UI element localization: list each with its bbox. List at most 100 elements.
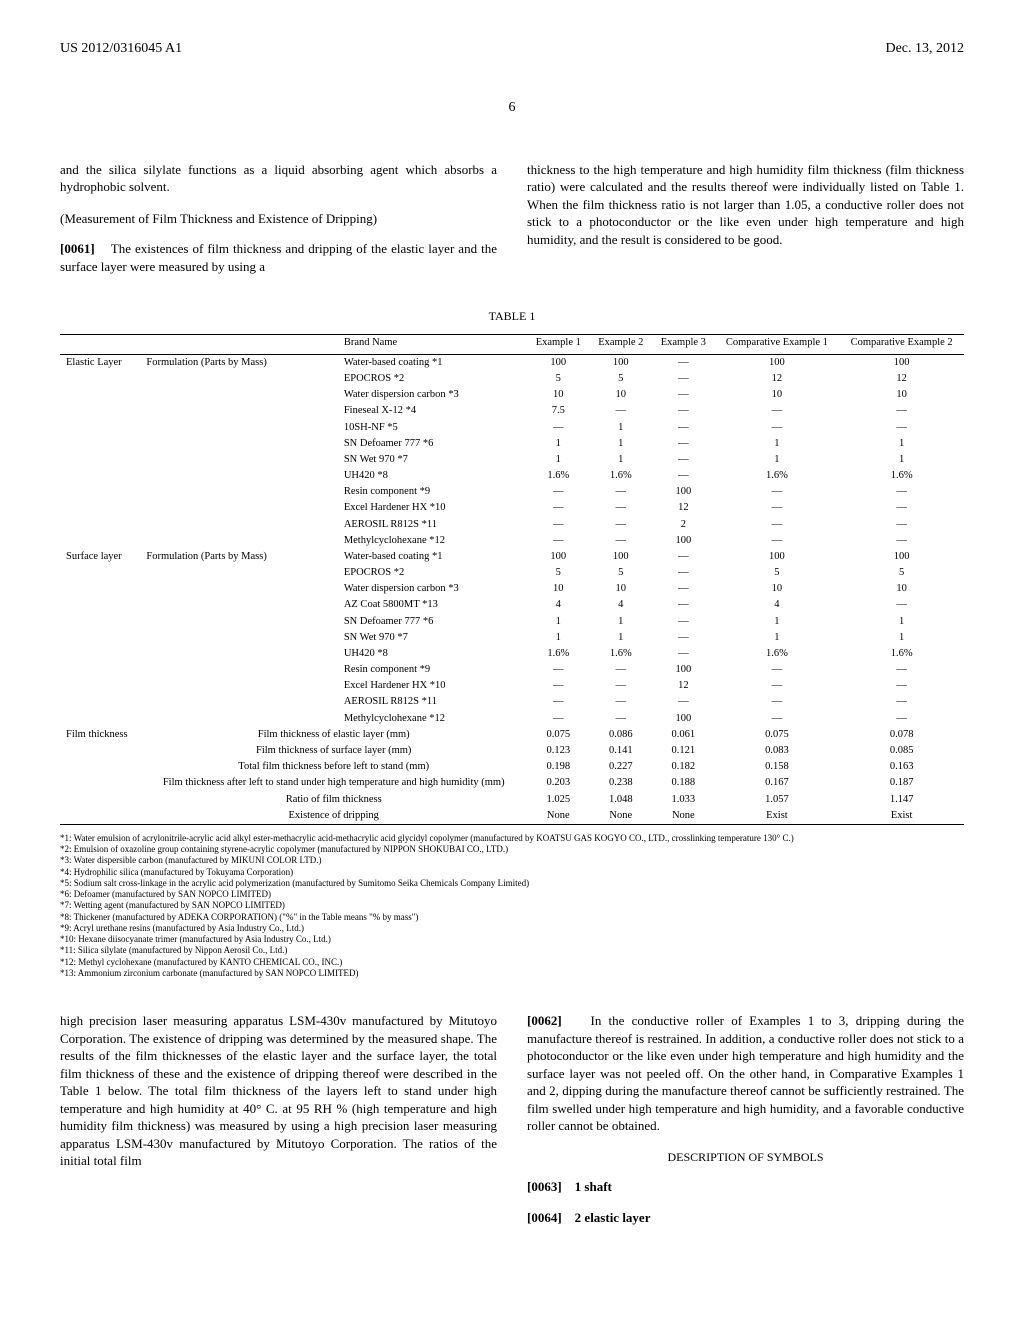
value-cell: — [527,484,590,500]
brand-name-cell: EPOCROS *2 [338,371,527,387]
value-cell: Exist [715,808,840,825]
group-label-cell [60,759,140,775]
value-cell: 5 [527,565,590,581]
brand-name-cell: Water dispersion carbon *3 [338,581,527,597]
table-row: Film thickness of surface layer (mm)0.12… [60,743,964,759]
value-cell: — [839,517,964,533]
value-cell: — [715,403,840,419]
symbol-1: 1 shaft [575,1179,612,1194]
top-col-right: thickness to the high temperature and hi… [527,148,964,288]
header-left: US 2012/0316045 A1 [60,40,182,59]
table-row: EPOCROS *255—1212 [60,371,964,387]
value-cell: 100 [839,549,964,565]
sub-label-cell [140,597,337,613]
value-cell: 10 [527,581,590,597]
value-cell: 0.203 [527,775,590,791]
value-cell: — [590,711,653,727]
value-cell: — [839,420,964,436]
top-columns: and the silica silylate functions as a l… [60,148,964,288]
bottom-right-p1-text: In the conductive roller of Examples 1 t… [527,1013,964,1133]
table-row: AEROSIL R812S *11————— [60,694,964,710]
brand-name-cell: AEROSIL R812S *11 [338,517,527,533]
value-cell: 100 [715,354,840,371]
value-cell: — [652,468,715,484]
value-cell: 1 [527,614,590,630]
table-row: AEROSIL R812S *11——2—— [60,517,964,533]
value-cell: 0.182 [652,759,715,775]
value-cell: — [590,533,653,549]
table-row: SN Wet 970 *711—11 [60,452,964,468]
sub-label-cell [140,484,337,500]
measurement-label-cell: Ratio of film thickness [140,792,527,808]
value-cell: — [839,484,964,500]
table-row: UH420 *81.6%1.6%—1.6%1.6% [60,468,964,484]
value-cell: 1 [839,436,964,452]
value-cell: 0.238 [590,775,653,791]
value-cell: — [715,500,840,516]
table-caption: TABLE 1 [60,308,964,324]
th-ex3: Example 3 [652,334,715,354]
table-row: Water dispersion carbon *31010—1010 [60,581,964,597]
value-cell: 10 [839,581,964,597]
symbol-line-1: [0063] 1 shaft [527,1178,964,1196]
value-cell: 0.198 [527,759,590,775]
value-cell: 1 [590,436,653,452]
footnote-line: *2: Emulsion of oxazoline group containi… [60,844,964,855]
value-cell: — [715,678,840,694]
value-cell: — [652,436,715,452]
para-label-0064: [0064] [527,1210,562,1225]
sub-label-cell [140,371,337,387]
table-1: Brand Name Example 1 Example 2 Example 3… [60,334,964,825]
value-cell: 5 [590,371,653,387]
table-row: UH420 *81.6%1.6%—1.6%1.6% [60,646,964,662]
footnote-line: *5: Sodium salt cross-linkage in the acr… [60,878,964,889]
value-cell: — [839,533,964,549]
value-cell: — [527,711,590,727]
footnote-line: *10: Hexane diisocyanate trimer (manufac… [60,934,964,945]
th-brand: Brand Name [338,334,527,354]
value-cell: 10 [590,581,653,597]
value-cell: 1 [839,630,964,646]
value-cell: 1.6% [527,646,590,662]
brand-name-cell: Resin component *9 [338,662,527,678]
value-cell: 1 [527,436,590,452]
group-label-cell [60,743,140,759]
th-ex2: Example 2 [590,334,653,354]
value-cell: None [527,808,590,825]
brand-name-cell: Methylcyclohexane *12 [338,533,527,549]
value-cell: — [652,581,715,597]
footnote-line: *4: Hydrophilic silica (manufactured by … [60,867,964,878]
measurement-heading: (Measurement of Film Thickness and Exist… [60,210,497,228]
value-cell: 100 [527,549,590,565]
group-label-cell [60,500,140,516]
brand-name-cell: UH420 *8 [338,646,527,662]
page-header: US 2012/0316045 A1 Dec. 13, 2012 [60,40,964,59]
group-label-cell [60,371,140,387]
th-blank2 [140,334,337,354]
sub-label-cell [140,403,337,419]
measurement-label-cell: Film thickness after left to stand under… [140,775,527,791]
value-cell: 2 [652,517,715,533]
footnote-line: *13: Ammonium zirconium carbonate (manuf… [60,968,964,979]
bottom-right-p1: [0062] In the conductive roller of Examp… [527,1012,964,1135]
para-label-0062: [0062] [527,1013,562,1028]
value-cell: 0.188 [652,775,715,791]
value-cell: — [652,354,715,371]
value-cell: 1 [590,630,653,646]
value-cell: 1 [839,614,964,630]
value-cell: 0.061 [652,727,715,743]
group-label-cell [60,533,140,549]
sub-label-cell [140,517,337,533]
value-cell: 10 [839,387,964,403]
value-cell: — [715,694,840,710]
table-row: Resin component *9——100—— [60,662,964,678]
value-cell: 100 [715,549,840,565]
group-label-cell [60,517,140,533]
th-ex1: Example 1 [527,334,590,354]
brand-name-cell: UH420 *8 [338,468,527,484]
value-cell: — [715,484,840,500]
value-cell: 12 [715,371,840,387]
group-label-cell [60,452,140,468]
table-row: SN Defoamer 777 *611—11 [60,614,964,630]
brand-name-cell: Excel Hardener HX *10 [338,678,527,694]
